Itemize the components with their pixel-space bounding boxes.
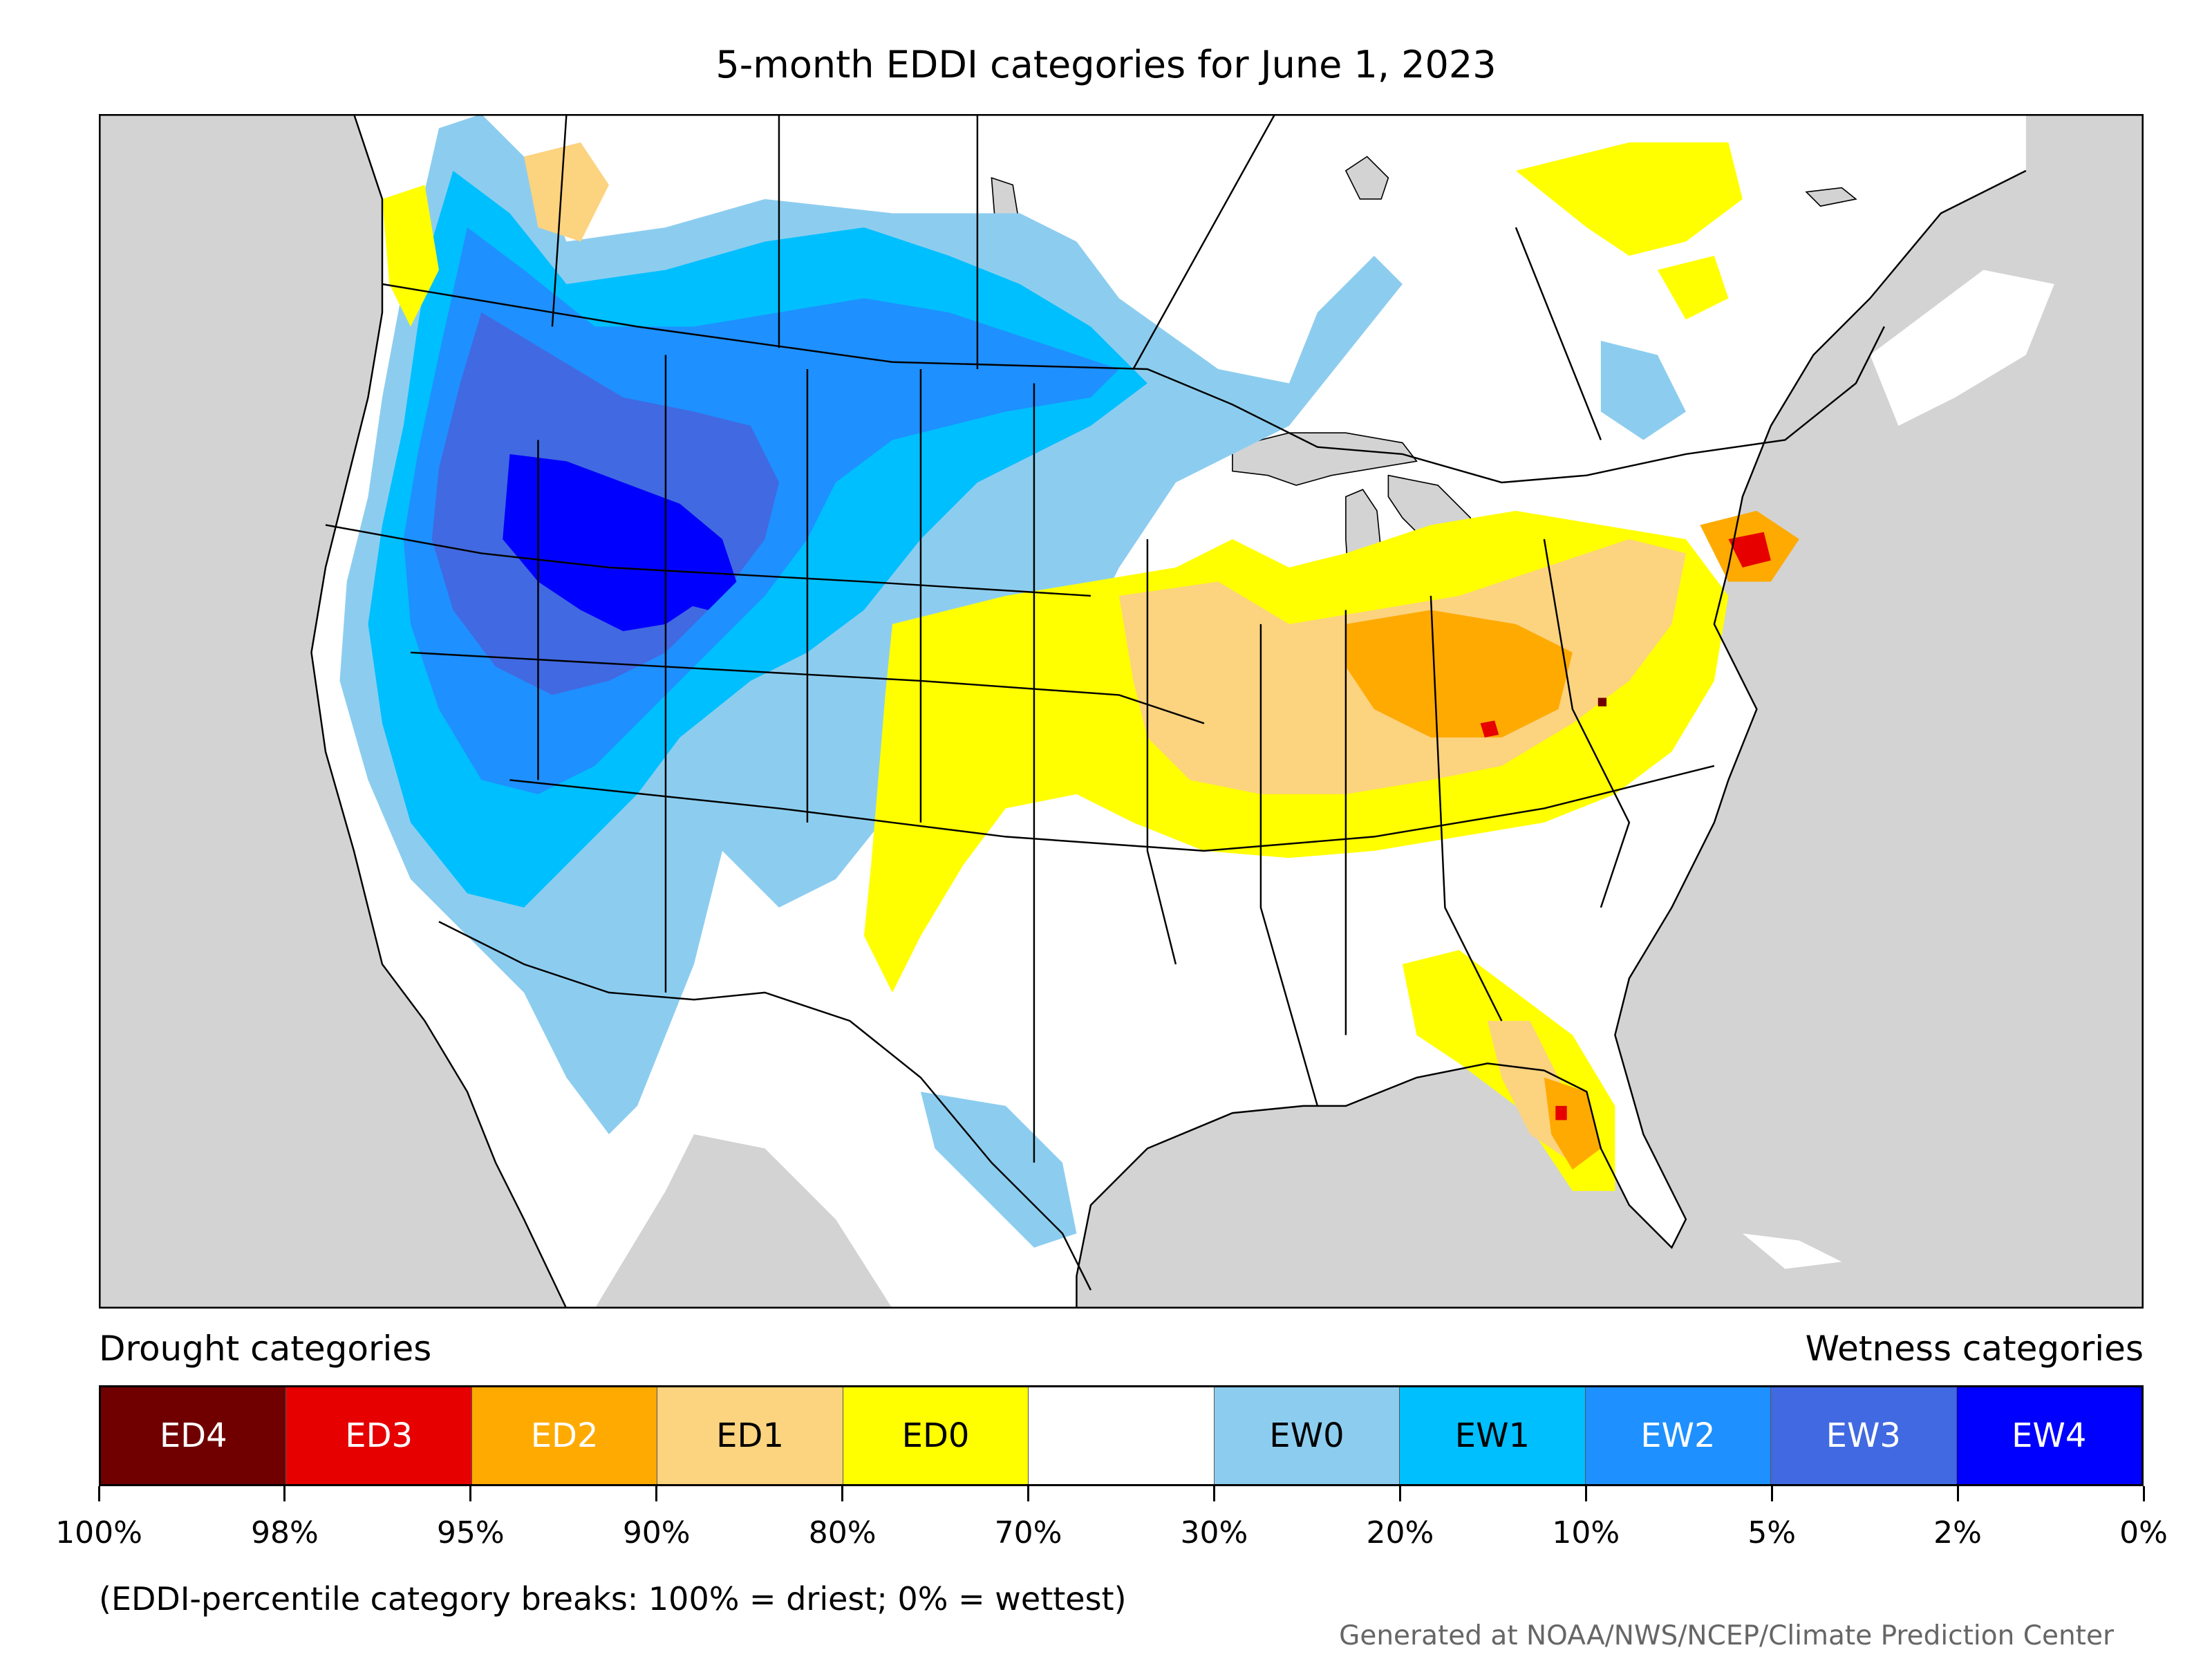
dry-ed1-pacific-nw [523, 142, 609, 242]
lake-nipigon [1344, 156, 1389, 200]
map-svg [99, 114, 2144, 1309]
colorbar-tick-label: 5% [1747, 1515, 1797, 1550]
legend-swatch-ew3: EW3 [1771, 1387, 1957, 1484]
colorbar-tick [1956, 1486, 1959, 1501]
legend-swatch-ew0: EW0 [1214, 1387, 1400, 1484]
state-line-13 [1543, 538, 1631, 908]
colorbar-tick-label: 0% [2119, 1515, 2168, 1550]
wetness-categories-heading: Wetness categories [1805, 1329, 2144, 1369]
colorbar-tick-label: 100% [55, 1515, 142, 1550]
colorbar-tick [1212, 1486, 1215, 1501]
state-line-9 [1146, 538, 1177, 965]
dry-ed2-ohio-valley [1345, 610, 1573, 738]
wet-ew0-northeast [1600, 340, 1686, 440]
dry-ed3-new-england [1728, 532, 1771, 568]
dry-ed0-quebec [1657, 255, 1729, 320]
colorbar-tick-label: 80% [808, 1515, 877, 1550]
state-line-3 [509, 765, 1715, 852]
category-breaks-note: (EDDI-percentile category breaks: 100% =… [99, 1580, 1127, 1618]
legend-swatch-ed2: ED2 [471, 1387, 658, 1484]
legend-swatch-ed1: ED1 [657, 1387, 843, 1484]
colorbar-tick-label: 20% [1366, 1515, 1434, 1550]
colorbar-tick-label: 90% [622, 1515, 691, 1550]
colorbar-tick-label: 2% [1933, 1515, 1982, 1550]
legend-swatch-ed3: ED3 [286, 1387, 472, 1484]
category-colorbar: ED4 ED3 ED2 ED1 ED0 EW0 EW1 EW2 EW3 EW4 [99, 1385, 2144, 1486]
legend-swatch-ew4: EW4 [1956, 1387, 2141, 1484]
legend-swatch-neutral [1029, 1387, 1215, 1484]
nova-scotia-land [1870, 270, 2054, 426]
colorbar-tick [1398, 1486, 1401, 1501]
map-title: 5-month EDDI categories for June 1, 2023 [715, 43, 1497, 86]
colorbar-tick [1584, 1486, 1587, 1501]
legend-swatch-ed4: ED4 [101, 1387, 287, 1484]
dry-ed4-virginia [1597, 697, 1607, 706]
borders-layer [325, 114, 1885, 1291]
colorbar-tick [655, 1486, 658, 1501]
colorbar-tick [1770, 1486, 1773, 1501]
canada-province-line-4 [1132, 114, 1276, 370]
eddi-map [99, 114, 2144, 1309]
legend-swatch-ed0: ED0 [843, 1387, 1029, 1484]
us-mexico-border [438, 921, 1092, 1291]
us-canada-border [382, 283, 1885, 484]
state-line-1 [325, 524, 1091, 597]
credit-text: Generated at NOAA/NWS/NCEP/Climate Predi… [1339, 1620, 2114, 1651]
wet-ew4-colorado [665, 538, 737, 610]
wet-ew4-region [503, 453, 722, 632]
baja-california-land [453, 964, 581, 1276]
canada-province-line-1 [551, 114, 568, 327]
drought-layer [382, 142, 1799, 1191]
state-line-10 [1259, 624, 1319, 1107]
colorbar-tick-label: 98% [251, 1515, 319, 1550]
dry-ed0-northeast [1515, 142, 1743, 256]
dry-ed2-florida [1544, 1077, 1601, 1170]
legend-swatch-ew2: EW2 [1585, 1387, 1772, 1484]
colorbar-tick [1027, 1486, 1030, 1501]
colorbar-tick [97, 1486, 100, 1501]
colorbar-tick [2142, 1486, 2145, 1501]
legend-swatch-ew1: EW1 [1400, 1387, 1586, 1484]
colorbar-tick-label: 10% [1552, 1515, 1620, 1550]
colorbar-tick-label: 30% [1180, 1515, 1248, 1550]
state-line-12 [1430, 595, 1503, 1022]
coastline [310, 114, 2027, 1309]
colorbar-tick [841, 1486, 844, 1501]
drought-categories-heading: Drought categories [99, 1329, 432, 1369]
canada-province-line-5 [1515, 227, 1602, 440]
colorbar-tick [469, 1486, 472, 1501]
cuba-bahamas-land [1742, 1233, 1842, 1269]
colorbar-tick-label: 95% [436, 1515, 505, 1550]
colorbar-tick-label: 70% [994, 1515, 1062, 1550]
dry-ed3-virginia [1480, 720, 1499, 738]
dry-ed3-florida [1555, 1105, 1567, 1121]
lake-superior [1232, 432, 1418, 486]
colorbar-tick [283, 1486, 286, 1501]
lake-mistassini [1805, 187, 1857, 207]
